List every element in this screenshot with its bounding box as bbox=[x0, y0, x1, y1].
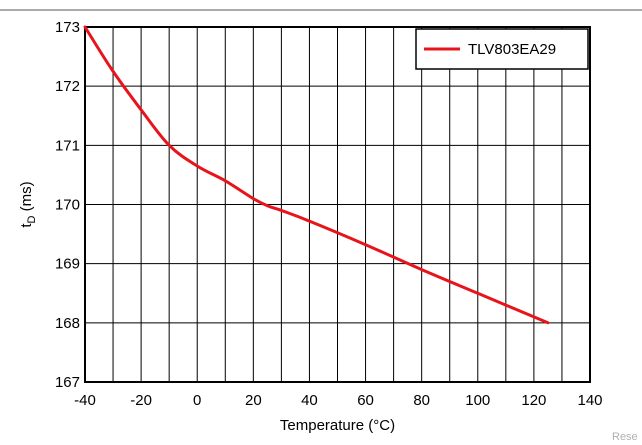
y-tick-labels: 167 168 169 170 171 172 173 bbox=[55, 19, 80, 391]
y-tick-label: 169 bbox=[55, 256, 80, 273]
x-tick-label: -20 bbox=[130, 392, 152, 409]
watermark-text: Rese bbox=[612, 431, 638, 443]
grid-lines bbox=[85, 27, 590, 382]
y-tick-label: 170 bbox=[55, 197, 80, 214]
y-tick-label: 171 bbox=[55, 137, 80, 154]
y-axis-title: tD (ms) bbox=[18, 181, 38, 227]
y-tick-label: 172 bbox=[55, 78, 80, 95]
y-axis-title-main: t bbox=[18, 223, 35, 228]
x-tick-label: 100 bbox=[465, 392, 490, 409]
x-tick-label: 20 bbox=[245, 392, 262, 409]
x-tick-label: 80 bbox=[413, 392, 430, 409]
series-line-tlv803ea29 bbox=[83, 25, 550, 325]
legend-label: TLV803EA29 bbox=[468, 41, 556, 58]
legend: TLV803EA29 bbox=[415, 28, 589, 70]
x-tick-label: -40 bbox=[74, 392, 96, 409]
x-axis-title: Temperature (°C) bbox=[280, 417, 395, 434]
x-tick-label: 60 bbox=[357, 392, 374, 409]
x-tick-label: 120 bbox=[521, 392, 546, 409]
y-tick-label: 173 bbox=[55, 19, 80, 36]
x-tick-label: 140 bbox=[577, 392, 602, 409]
plot-frame bbox=[84, 26, 591, 383]
y-axis-title-unit: (ms) bbox=[18, 181, 35, 215]
x-tick-labels: -40 -20 0 20 40 60 80 100 120 140 bbox=[74, 392, 602, 409]
y-axis-title-subscript: D bbox=[26, 215, 38, 223]
x-tick-label: 0 bbox=[193, 392, 201, 409]
y-tick-label: 167 bbox=[55, 374, 80, 391]
x-tick-label: 40 bbox=[301, 392, 318, 409]
y-tick-label: 168 bbox=[55, 315, 80, 332]
